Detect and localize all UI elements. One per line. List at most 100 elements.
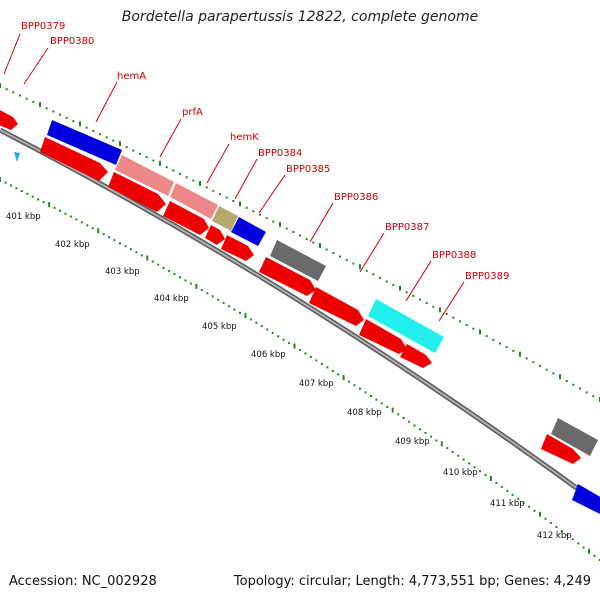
inner-tick [15,187,18,190]
features [0,108,600,516]
label-line-bpp0388 [405,260,432,302]
gene-hema[interactable] [47,120,122,165]
label-line-bpp0389 [438,281,465,322]
outer-tick [25,97,28,100]
gene-bpp0388[interactable] [368,299,444,353]
gene-bpp0384[interactable] [231,217,266,246]
outer-tick [159,160,161,166]
inner-tick [146,255,149,261]
inner-tick [315,359,318,362]
outer-tick [512,349,515,352]
outer-tick [379,276,381,279]
inner-tick [299,349,301,351]
inner-tick [239,311,241,314]
outer-tick [179,172,181,175]
inner-tick [593,554,596,557]
outer-tick [499,342,501,345]
outer-tick [519,351,521,357]
gene-rev-3[interactable] [205,225,225,245]
label-line-bpp0384 [234,158,258,200]
outer-tick [172,169,175,172]
outer-tick [279,222,281,228]
gene-rev-6[interactable] [541,434,581,464]
gene-label-bpp0380[interactable]: BPP0380 [50,36,94,47]
gene-prfa-b[interactable] [170,183,218,219]
cyan-marker [14,152,20,162]
backbone [0,127,600,508]
gene-label-bpp0388[interactable]: BPP0388 [432,250,476,261]
inner-tick [353,384,356,387]
inner-tick [0,177,1,182]
gene-bpp0385[interactable] [221,235,254,261]
gene-label-bpp0386[interactable]: BPP0386 [334,192,378,203]
inner-tick [359,387,361,390]
gene-bpp0379[interactable] [0,108,18,130]
gene-bpp0389[interactable] [359,319,407,354]
gene-rev-5[interactable] [400,344,432,368]
outer-tick [452,316,455,319]
inner-tick [140,254,143,257]
gene-rev-2[interactable] [163,201,209,235]
inner-tick [53,206,56,209]
gene-label-bpp0385[interactable]: BPP0385 [286,164,330,175]
inner-tick [440,441,443,447]
inner-tick [451,450,454,453]
gene-label-prfa[interactable]: prfA [182,107,203,118]
map-title: Bordetella parapertussis 12822, complete… [121,9,479,25]
outer-tick [32,100,35,103]
outer-tick [339,255,341,258]
inner-tick [86,224,89,227]
inner-tick [582,546,585,549]
gene-label-bpp0379[interactable]: BPP0379 [21,21,65,32]
gene-label-hema[interactable]: hemA [117,71,146,82]
inner-tick [397,413,400,416]
inner-tick [495,481,498,484]
gene-label-bpp0384[interactable]: BPP0384 [258,148,302,159]
kbp-label: 407 kbp [299,379,334,389]
inner-tick [228,305,231,308]
inner-tick [37,198,40,201]
gene-bpp0387[interactable] [259,257,316,296]
inner-tick [97,228,100,234]
gene-right-gray[interactable] [551,418,598,456]
gene-rev-1[interactable] [108,172,166,212]
outer-tick [112,139,115,142]
gene-label-bpp0389[interactable]: BPP0389 [465,271,509,282]
inner-tick [31,195,34,198]
label-lines [3,33,465,322]
inner-tick [91,227,94,230]
gene-rev-4[interactable] [309,287,364,326]
gene-prfa-a[interactable] [115,155,174,196]
outer-tick [392,284,395,287]
inner-tick [320,362,323,365]
gene-hemk[interactable] [212,206,238,231]
label-line-bpp0379 [3,33,21,75]
inner-tick [462,458,465,461]
inner-tick [369,395,372,397]
inner-tick [102,233,105,236]
outer-tick [139,152,141,155]
inner-tick [173,273,176,275]
outer-tick [365,269,368,272]
gene-bpp0386[interactable] [270,240,326,281]
outer-tick [465,324,468,326]
inner-tick [484,474,487,477]
inner-tick [195,283,198,289]
outer-tick [99,133,101,136]
inner-tick [560,530,563,533]
outer-tick [439,307,441,313]
inner-tick [157,263,160,266]
inner-tick [75,218,78,221]
outer-tick [205,186,208,189]
inner-tick [4,181,7,184]
outer-tick [565,380,568,382]
gene-bpp0380[interactable] [40,137,108,181]
inner-tick [391,407,394,413]
gene-label-hemk[interactable]: hemK [230,132,259,143]
inner-tick [179,276,181,279]
inner-tick [293,343,296,349]
inner-tick [435,439,438,442]
gene-right-blue[interactable] [572,484,600,516]
gene-label-bpp0387[interactable]: BPP0387 [385,222,429,233]
